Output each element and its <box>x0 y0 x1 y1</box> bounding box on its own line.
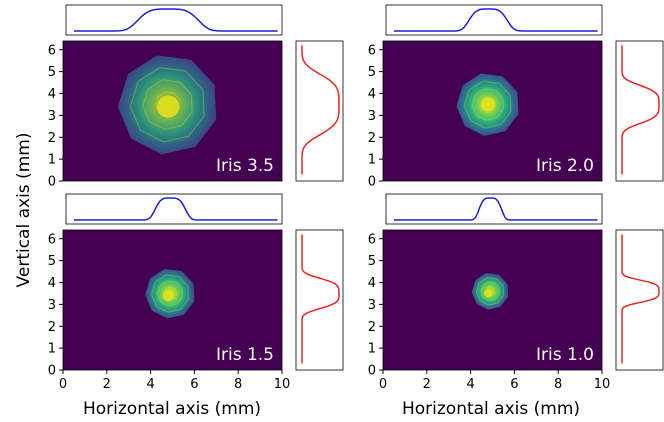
vertical-profile-line <box>621 234 660 364</box>
x-tick-label: 0 <box>59 377 67 392</box>
horizontal-profile-line <box>74 8 278 32</box>
y-tick-label: 5 <box>368 254 376 269</box>
y-tick-label: 0 <box>48 364 56 379</box>
y-tick-label: 4 <box>48 276 56 291</box>
y-tick-label: 1 <box>368 153 376 168</box>
x-tick-label: 2 <box>423 377 431 392</box>
x-tick-label: 4 <box>466 377 474 392</box>
vertical-profile-line <box>621 45 660 175</box>
beam-peak <box>484 289 493 298</box>
horizontal-profile-line <box>393 197 598 221</box>
horizontal-profile-line <box>393 8 598 32</box>
x-tick-label: 6 <box>190 377 198 392</box>
x-tick-label: 8 <box>234 377 242 392</box>
horizontal-profile-box <box>385 4 603 36</box>
y-tick-label: 5 <box>368 65 376 80</box>
vertical-profile-line <box>301 45 340 175</box>
x-tick-label: 0 <box>379 377 387 392</box>
y-tick-label: 3 <box>368 298 376 313</box>
x-tick-label: 2 <box>103 377 111 392</box>
y-tick-label: 0 <box>368 175 376 190</box>
panel-4: Iris 1.0 0 1 2 3 4 5 6 0 2 4 6 8 10 <box>368 193 664 392</box>
y-tick-label: 0 <box>368 364 376 379</box>
beam-peak <box>481 97 496 112</box>
vertical-profile-box <box>615 229 664 371</box>
y-tick-label: 6 <box>48 232 56 247</box>
panel-3: Iris 1.5 0 1 2 3 4 5 6 0 2 4 6 8 10 <box>48 193 344 392</box>
y-axis-label: Vertical axis (mm) <box>14 133 34 288</box>
x-tick-label: 6 <box>510 377 518 392</box>
y-tick-label: 1 <box>368 342 376 357</box>
y-tick-label: 1 <box>48 342 56 357</box>
x-axis-label-right: Horizontal axis (mm) <box>402 399 580 419</box>
beam-ring <box>480 281 500 302</box>
x-tick-label: 10 <box>274 377 291 392</box>
y-tick-label: 2 <box>368 320 376 335</box>
beam-ring <box>157 280 183 307</box>
vertical-profile-line <box>301 234 340 364</box>
horizontal-profile-line <box>74 197 278 221</box>
x-tick-label: 4 <box>146 377 154 392</box>
x-tick-label: 8 <box>554 377 562 392</box>
horizontal-profile-box <box>65 4 283 36</box>
beam-peak <box>162 290 174 302</box>
y-tick-label: 3 <box>368 109 376 124</box>
iris-label: Iris 3.5 <box>216 156 274 176</box>
y-tick-label: 3 <box>48 109 56 124</box>
panel-2: Iris 2.0 0 1 2 3 4 5 6 <box>368 4 664 190</box>
iris-label: Iris 1.0 <box>536 345 594 365</box>
y-tick-label: 5 <box>48 65 56 80</box>
y-tick-label: 4 <box>368 276 376 291</box>
x-axis-label-left: Horizontal axis (mm) <box>83 399 261 419</box>
y-tick-label: 2 <box>48 320 56 335</box>
beam-ring <box>463 80 512 129</box>
beam-ring <box>479 96 497 113</box>
panel-1: Iris 3.5 0 1 2 3 4 5 6 <box>48 4 344 190</box>
vertical-profile-box <box>295 40 344 182</box>
iris-label: Iris 2.0 <box>536 156 594 176</box>
vertical-profile-box <box>615 40 664 182</box>
y-tick-label: 0 <box>48 175 56 190</box>
horizontal-profile-box <box>65 193 283 225</box>
x-tick-label: 10 <box>594 377 611 392</box>
y-tick-label: 6 <box>48 43 56 58</box>
beam-ring <box>150 274 190 313</box>
vertical-profile-box <box>295 229 344 371</box>
y-tick-label: 5 <box>48 254 56 269</box>
y-tick-label: 4 <box>368 87 376 102</box>
y-tick-label: 6 <box>368 43 376 58</box>
beam-ring <box>471 88 504 121</box>
beam-ring <box>475 277 505 306</box>
y-tick-label: 1 <box>48 153 56 168</box>
y-tick-label: 6 <box>368 232 376 247</box>
y-tick-label: 2 <box>368 131 376 146</box>
y-tick-label: 3 <box>48 298 56 313</box>
beam-peak <box>157 95 180 118</box>
y-tick-label: 4 <box>48 87 56 102</box>
beam-ring <box>129 66 205 143</box>
y-tick-label: 2 <box>48 131 56 146</box>
iris-label: Iris 1.5 <box>216 345 274 365</box>
beam-ring <box>142 79 193 131</box>
